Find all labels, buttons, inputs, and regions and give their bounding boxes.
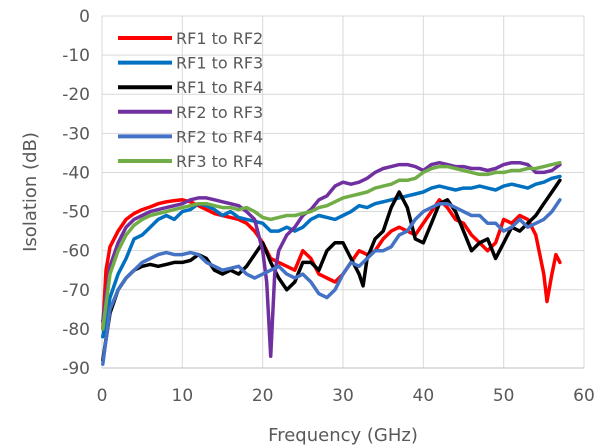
legend: RF1 to RF2 RF1 to RF3 RF1 to RF4 RF2 to RF3… bbox=[118, 29, 263, 171]
series-line-2 bbox=[101, 174, 562, 339]
x-tick-label: 60 bbox=[573, 386, 595, 406]
x-tick-label: 50 bbox=[493, 386, 515, 406]
legend-label: RF1 to RF4 bbox=[176, 78, 263, 97]
x-axis-title: Frequency (GHz) bbox=[268, 425, 418, 446]
legend-label: RF2 to RF4 bbox=[176, 127, 263, 146]
x-tick-label: 20 bbox=[252, 386, 274, 406]
series-lines bbox=[101, 160, 562, 366]
x-tick-label: 10 bbox=[172, 386, 194, 406]
legend-label: RF2 to RF3 bbox=[176, 103, 263, 122]
y-tick-label: -40 bbox=[62, 163, 90, 183]
y-tick-label: -30 bbox=[62, 124, 90, 144]
x-tick-label: 30 bbox=[332, 386, 354, 406]
y-tick-label: -70 bbox=[62, 281, 90, 301]
y-tick-label: -90 bbox=[62, 359, 90, 379]
series-line-1 bbox=[101, 198, 562, 331]
y-tick-label: -60 bbox=[62, 242, 90, 262]
x-tick-label: 40 bbox=[413, 386, 435, 406]
x-tick-label: 0 bbox=[97, 386, 108, 406]
series-line-6 bbox=[101, 160, 562, 331]
series-line-4 bbox=[101, 160, 562, 359]
legend-label: RF1 to RF3 bbox=[176, 54, 263, 73]
y-tick-label: -20 bbox=[62, 85, 90, 105]
y-tick-label: 0 bbox=[79, 7, 90, 27]
axes: 0 -10 -20 -30 -40 -50 -60 -70 -80 -90 0 10 20 30 40 50 6… bbox=[62, 7, 595, 406]
y-tick-label: -10 bbox=[62, 46, 90, 66]
series-line-3 bbox=[101, 178, 562, 362]
legend-label: RF3 to RF4 bbox=[176, 152, 263, 171]
series-line-5 bbox=[101, 198, 562, 366]
y-tick-label: -80 bbox=[62, 320, 90, 340]
legend-label: RF1 to RF2 bbox=[176, 29, 263, 48]
y-axis-title: Isolation (dB) bbox=[20, 132, 41, 252]
y-tick-label: -50 bbox=[62, 203, 90, 223]
